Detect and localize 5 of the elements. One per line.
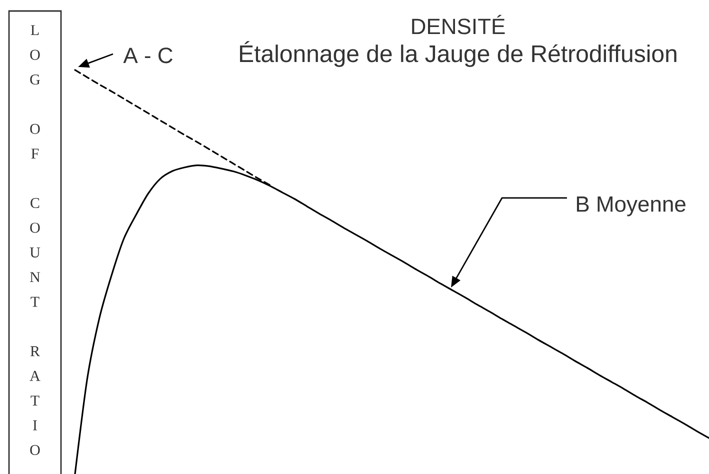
chart-title: DENSITÉ bbox=[412, 14, 505, 34]
annotation: B Moyenne bbox=[576, 196, 686, 216]
text: LOG OF COUNT RATIO bbox=[30, 25, 40, 456]
chart-subtitle: Étalonnage de la Jauge de Rétrodiffusion bbox=[240, 41, 676, 67]
text: A - C bbox=[123, 48, 172, 64]
